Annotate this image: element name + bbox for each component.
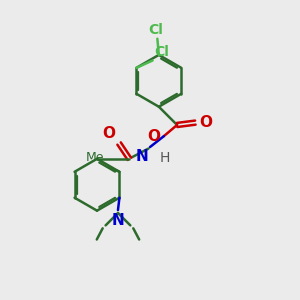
- Text: Me: Me: [85, 151, 104, 164]
- Text: Cl: Cl: [154, 45, 169, 59]
- Text: O: O: [103, 126, 116, 141]
- Text: N: N: [112, 213, 124, 228]
- Text: O: O: [199, 115, 212, 130]
- Text: N: N: [136, 148, 148, 164]
- Text: Cl: Cl: [148, 23, 163, 37]
- Text: O: O: [147, 129, 160, 144]
- Text: H: H: [160, 152, 170, 166]
